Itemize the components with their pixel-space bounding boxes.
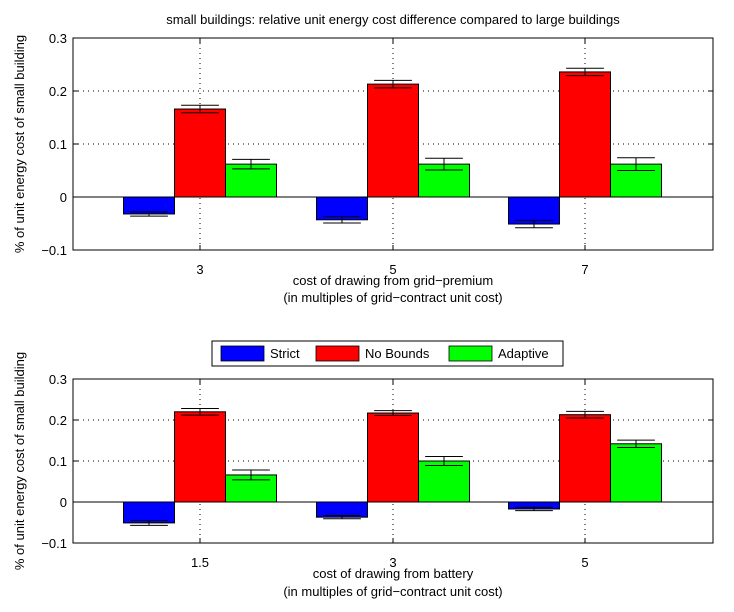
y-tick-label: 0.1	[49, 137, 67, 152]
x-axis-label: cost of drawing from battery	[313, 566, 474, 581]
y-axis-label: % of unit energy cost of small building	[12, 352, 27, 570]
y-tick-label: 0	[60, 190, 67, 205]
y-tick-label: 0.3	[49, 31, 67, 46]
bar-no-bounds	[367, 412, 419, 503]
figure-title: small buildings: relative unit energy co…	[166, 12, 620, 27]
x-tick-label: 1.5	[191, 555, 209, 570]
x-axis-label: cost of drawing from grid−premium	[293, 273, 494, 288]
x-tick-label: 5	[389, 262, 396, 277]
plot-top: −0.1 0 0.1 0.2 0.3 3 5 7 cost of drawing from gr…	[12, 31, 714, 305]
x-tick-label: 3	[389, 555, 396, 570]
x-axis-sublabel: (in multiples of grid−contract unit cost…	[283, 584, 502, 599]
legend-label-adaptive: Adaptive	[498, 346, 549, 361]
bar-no-bounds	[367, 83, 419, 198]
legend-swatch-strict	[220, 345, 265, 362]
bar-no-bounds	[559, 414, 611, 503]
legend-label-no-bounds: No Bounds	[365, 346, 430, 361]
bar-no-bounds	[174, 411, 226, 503]
legend: Strict No Bounds Adaptive	[211, 340, 564, 367]
legend-box	[211, 340, 564, 367]
x-tick-label: 7	[581, 262, 588, 277]
bar-no-bounds	[174, 108, 226, 198]
y-tick-label: 0	[60, 495, 67, 510]
bar-adaptive	[418, 460, 470, 503]
bar-strict	[316, 501, 368, 518]
x-tick-label: 3	[196, 262, 203, 277]
bar-no-bounds	[559, 71, 611, 198]
legend-swatch-adaptive	[448, 345, 493, 362]
y-tick-label: 0.2	[49, 84, 67, 99]
x-tick-label: 5	[581, 555, 588, 570]
legend-swatch-no-bounds	[315, 345, 360, 362]
y-tick-label: 0.1	[49, 454, 67, 469]
y-axis-label: % of unit energy cost of small building	[12, 35, 27, 253]
legend-label-strict: Strict	[270, 346, 300, 361]
x-axis-sublabel: (in multiples of grid−contract unit cost…	[283, 290, 502, 305]
y-tick-label: −0.1	[41, 536, 67, 551]
y-tick-label: 0.3	[49, 372, 67, 387]
bar-adaptive	[610, 443, 662, 503]
plot-bottom: −0.1 0 0.1 0.2 0.3 1.5 3 5 cost of drawing from …	[12, 352, 714, 599]
bar-strict	[508, 196, 560, 225]
y-tick-label: −0.1	[41, 243, 67, 258]
y-tick-label: 0.2	[49, 413, 67, 428]
bar-strict	[123, 501, 175, 524]
